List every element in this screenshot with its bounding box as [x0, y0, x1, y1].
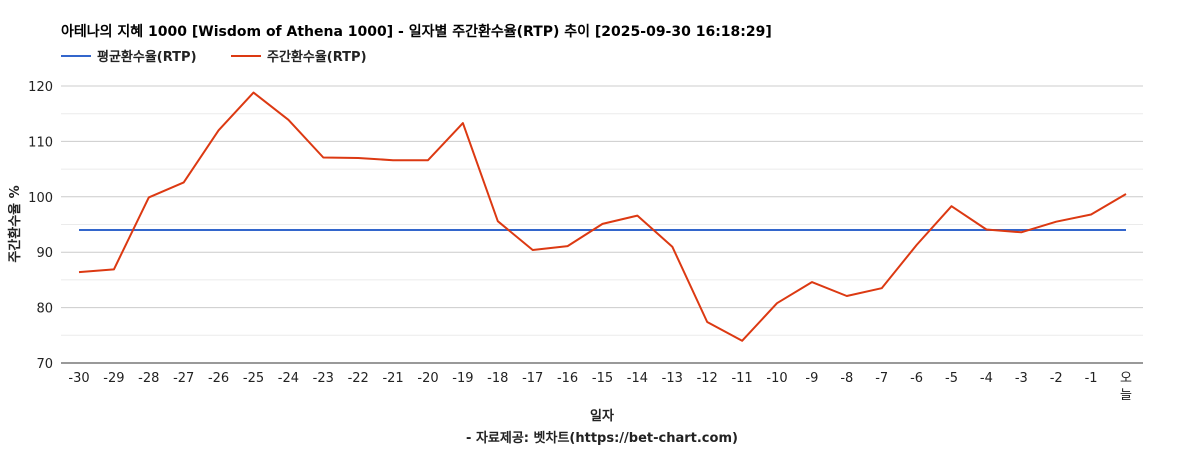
legend: 평균환수율(RTP) 주간환수율(RTP)	[61, 49, 367, 65]
y-tick-label: 90	[36, 246, 53, 261]
x-tick-label: -10	[766, 371, 787, 386]
x-tick-label: -5	[945, 371, 958, 386]
x-tick-label: -12	[697, 371, 718, 386]
gridlines	[61, 85, 1143, 364]
x-tick-label: -3	[1015, 371, 1028, 386]
y-axis-ticks: 70 80 90 100 110 120	[28, 80, 53, 372]
x-tick-label: -24	[278, 371, 299, 386]
x-tick-label: -19	[452, 371, 473, 386]
x-tick-label: -23	[313, 371, 334, 386]
legend-label-weekly: 주간환수율(RTP)	[267, 49, 367, 65]
x-tick-label: -16	[557, 371, 578, 386]
x-tick-label: -22	[348, 371, 369, 386]
x-tick-label: -25	[243, 371, 264, 386]
x-tick-label: 오	[1120, 371, 1132, 386]
x-tick-label: -20	[417, 371, 438, 386]
y-tick-label: 80	[36, 302, 53, 317]
x-tick-label: -4	[980, 371, 993, 386]
x-tick-label: -18	[487, 371, 508, 386]
y-tick-label: 100	[28, 191, 53, 206]
series-line-weekly-rtp	[78, 91, 1127, 342]
x-tick-label: -8	[840, 371, 853, 386]
y-tick-label: 70	[36, 357, 53, 372]
x-tick-label: -14	[627, 371, 648, 386]
x-tick-label: -6	[910, 371, 923, 386]
x-tick-label: -17	[522, 371, 543, 386]
x-tick-label: -2	[1050, 371, 1063, 386]
y-axis-label: 주간환수율 %	[7, 185, 23, 262]
x-tick-label: -13	[662, 371, 683, 386]
x-tick-label: -7	[875, 371, 888, 386]
series-lines	[78, 91, 1127, 342]
x-axis-ticks: -30 -29 -28 -27 -26 -25 -24 -23 -22 -21 -20 -19 -18-…	[68, 371, 1132, 403]
x-tick-label: -30	[68, 371, 89, 386]
x-tick-label: -29	[103, 371, 124, 386]
x-tick-label: -28	[138, 371, 159, 386]
x-tick-label: 늘	[1120, 388, 1132, 403]
x-tick-label: -27	[173, 371, 194, 386]
x-tick-label: -9	[805, 371, 818, 386]
source-credit: - 자료제공: 벳차트(https://bet-chart.com)	[466, 430, 738, 446]
chart-title: 아테나의 지혜 1000 [Wisdom of Athena 1000] - 일…	[61, 23, 772, 40]
x-tick-label: -15	[592, 371, 613, 386]
y-tick-label: 110	[28, 135, 53, 150]
x-tick-label: -26	[208, 371, 229, 386]
x-tick-label: -11	[731, 371, 752, 386]
legend-label-average: 평균환수율(RTP)	[97, 49, 197, 65]
x-axis-label: 일자	[590, 409, 614, 424]
y-tick-label: 120	[28, 80, 53, 95]
x-tick-label: -1	[1085, 371, 1098, 386]
x-tick-label: -21	[382, 371, 403, 386]
